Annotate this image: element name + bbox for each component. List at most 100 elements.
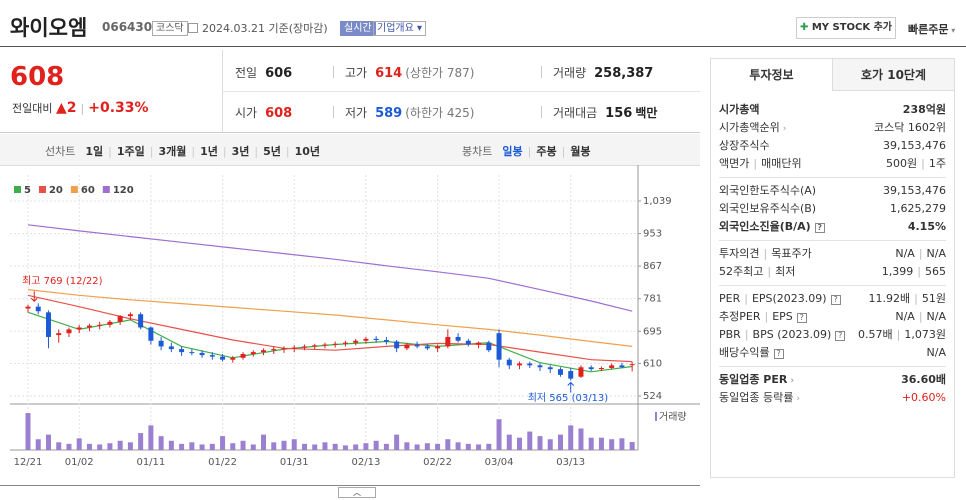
candle-body [486,342,492,351]
value-text: 238억원 [902,103,946,116]
mystock-text: MY STOCK 추가 [811,22,893,33]
annotation-arrow [30,291,38,302]
quick-order-text: 빠른주문 [908,23,949,36]
value-text: 565 [925,265,946,278]
panel-tab[interactable]: 호가 10단계 [832,59,954,91]
period-tab[interactable]: 3개월 [158,145,187,158]
info-row: 배당수익률? N/A [719,344,946,362]
period-tab[interactable]: 1주일 [116,145,145,158]
quote-value: 614 [375,66,403,81]
period-tab[interactable]: 일봉 [502,145,523,158]
value-text: N/A [895,247,915,260]
candle-body [168,346,174,350]
label-text: 배당수익률 [719,346,770,359]
x-tick-label: 03/04 [485,457,514,468]
legend-label: 60 [81,185,95,196]
quote-value: 258,387 [594,66,654,81]
volume-bar [230,443,236,450]
candle-body [373,338,379,340]
info-value: 11.92배 | 51원 [869,290,946,308]
overview-button[interactable]: 기업개요 ▾ [373,21,427,36]
period-tab[interactable]: 5년 [263,145,281,158]
volume-bar [76,438,82,450]
panel-tab[interactable]: 투자정보 [711,59,832,91]
info-label: 시가총액순위 › [719,119,786,137]
value-text: N/A [926,247,946,260]
info-value: N/A [927,344,946,362]
quote-label: 저가 [345,106,368,120]
candle-body [455,336,461,341]
label-text: 액면가 [719,157,750,170]
panel-section: 동일업종 PER › 36.60배 동일업종 등락률 › +0.60% [719,366,946,411]
info-label: 외국인소진율(B/A)? [719,218,825,236]
info-value: N/A | N/A [895,245,946,263]
label-text: 외국인소진율(B/A) [719,220,811,233]
link-icon: › [796,394,800,404]
candle-body [230,357,236,360]
info-label: 시가총액 [719,101,759,119]
volume-bar [363,443,369,450]
realtime-badge[interactable]: 실시간 [340,21,376,36]
collapse-button[interactable]: ︿ [338,487,376,498]
value-text: 39,153,476 [883,139,946,152]
value-text: 4.15% [907,220,946,233]
quote-item: 거래량 258,387 [541,64,654,81]
up-icon: ▲ [55,100,67,116]
period-tab[interactable]: 1일 [85,145,104,158]
x-tick-label: 01/02 [65,457,94,468]
candle-body [86,325,92,328]
volume-bar [86,443,92,450]
volume-bar [250,444,256,450]
period-tab[interactable]: 월봉 [570,145,591,158]
volume-label: 거래량 [659,411,687,423]
candle-body [117,316,123,322]
volume-bar [506,434,512,450]
mystock-button[interactable]: ✚ MY STOCK 추가 [796,17,896,39]
candle-body [35,306,41,312]
moving-average [27,294,633,363]
period-tab[interactable]: 10년 [294,145,321,158]
value-text: 1,073원 [904,328,946,341]
info-value: 36.60배 [901,371,946,389]
volume-bar [383,443,389,450]
tab-group: 봉차트 일봉 | 주봉 | 월봉 [462,143,591,159]
volume-bar [465,443,471,450]
volume-bar [117,440,123,450]
stock-code: 066430 [102,20,153,34]
x-tick-label: 12/21 [14,457,43,468]
volume-bar [97,444,103,450]
volume-bar [629,442,635,450]
quick-order[interactable]: 빠른주문 ▾ [908,23,956,36]
candle-body [598,368,604,370]
value-text: N/A [895,310,915,323]
period-tab[interactable]: 주봉 [536,145,557,158]
candle-body [220,356,226,360]
volume-bar [127,442,133,450]
quote-value: 606 [265,66,293,81]
quote-value: 608 [265,106,293,121]
annotation-arrow [567,381,575,393]
label-text: PBR [719,328,741,341]
divider: | [921,157,925,170]
volume-bar [281,440,287,450]
quote-note: 백만 [635,106,658,120]
volume-bar [168,440,174,450]
candle-body [578,367,584,377]
info-label: 동일업종 PER › [719,371,794,389]
period-tab[interactable]: 1년 [200,145,218,158]
value-text: N/A [926,346,946,359]
annotation: 최저 565 (03/13) [528,392,609,404]
period-tab[interactable]: 3년 [231,145,250,158]
value-text: N/A [926,310,946,323]
volume-bar [527,431,533,450]
volume-bar [486,443,492,450]
candle-body [609,365,615,369]
panel-body: 시가총액 238억원 시가총액순위 › 코스닥 1602위 상장주식수 39,153,476… [711,91,954,411]
info-label: 외국인한도주식수(A) [719,182,816,200]
candle-body [629,364,635,366]
divider [0,132,700,133]
info-label: PER | EPS(2023.09)? [719,290,841,308]
info-row: 외국인한도주식수(A) 39,153,476 [719,182,946,200]
x-tick-label: 01/31 [280,457,309,468]
candle-body [312,345,318,347]
